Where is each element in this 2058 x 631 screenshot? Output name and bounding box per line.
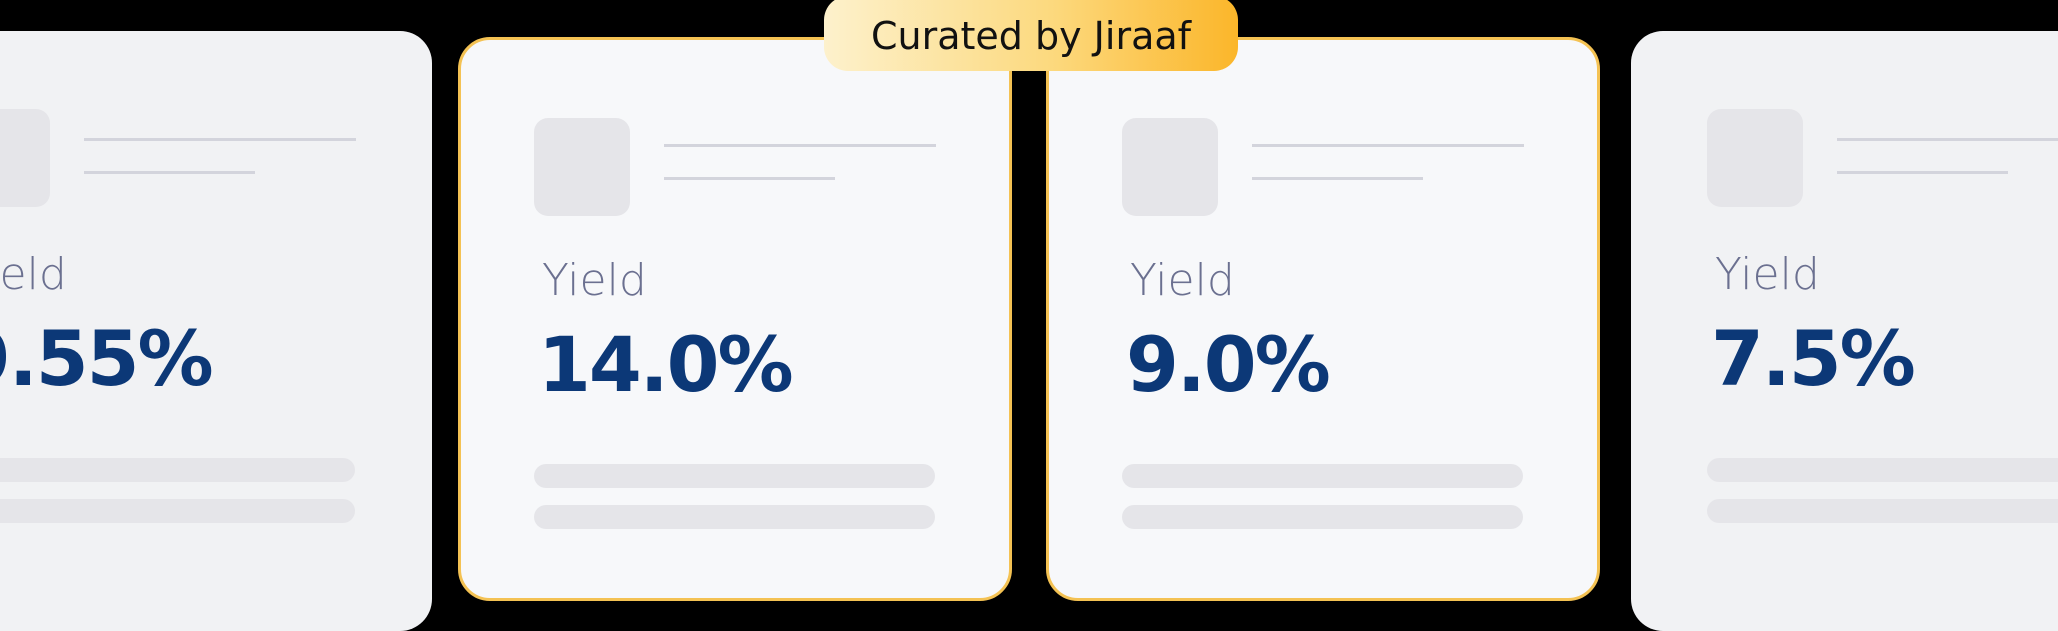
thumbnail-placeholder (0, 109, 50, 207)
yield-value: 7.5% (1711, 314, 1916, 403)
subtitle-placeholder (1252, 177, 1423, 180)
title-placeholder (84, 138, 356, 141)
title-placeholder (1252, 144, 1524, 147)
thumbnail-placeholder (1707, 109, 1803, 207)
yield-value: 9.0% (1126, 320, 1331, 409)
text-placeholder (534, 464, 935, 488)
yield-label: Yield (542, 255, 647, 306)
yield-value: 9.55% (0, 314, 214, 403)
investment-card: Yield 9.55% (0, 31, 432, 631)
title-placeholder (664, 144, 936, 147)
text-placeholder (1122, 464, 1523, 488)
subtitle-placeholder (84, 171, 255, 174)
thumbnail-placeholder (534, 118, 630, 216)
subtitle-placeholder (1837, 171, 2008, 174)
title-placeholder (1837, 138, 2058, 141)
curated-badge: Curated by Jiraaf (824, 0, 1238, 71)
text-placeholder (1707, 458, 2058, 482)
text-placeholder (0, 458, 355, 482)
investment-card: Yield 14.0% (458, 37, 1012, 601)
text-placeholder (534, 505, 935, 529)
yield-label: Yield (0, 249, 67, 300)
text-placeholder (0, 499, 355, 523)
text-placeholder (1122, 505, 1523, 529)
thumbnail-placeholder (1122, 118, 1218, 216)
text-placeholder (1707, 499, 2058, 523)
yield-label: Yield (1715, 249, 1820, 300)
yield-value: 14.0% (538, 320, 794, 409)
investment-card: Yield 7.5% (1631, 31, 2058, 631)
investment-card: Yield 9.0% (1046, 37, 1600, 601)
subtitle-placeholder (664, 177, 835, 180)
yield-label: Yield (1130, 255, 1235, 306)
